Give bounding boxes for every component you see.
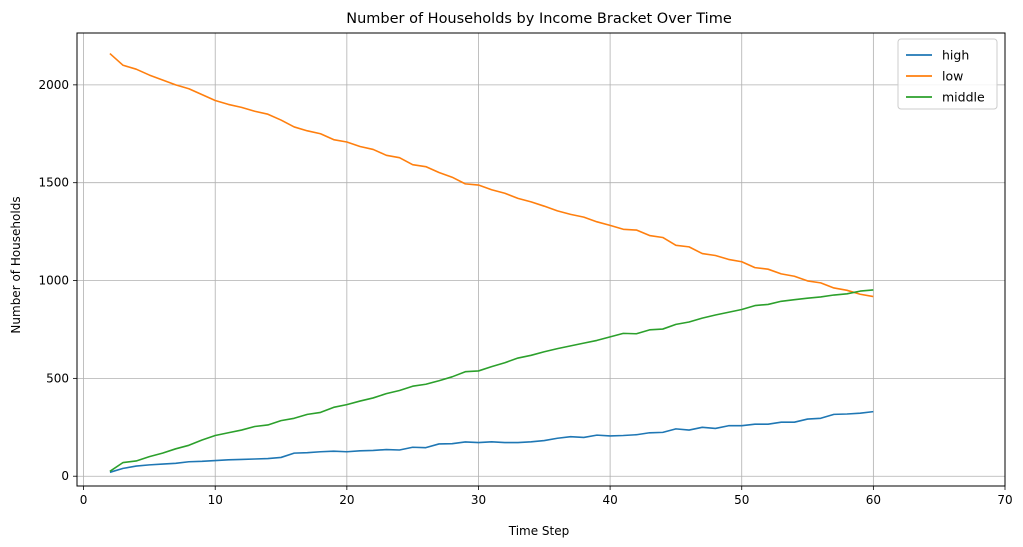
series-line-middle — [109, 289, 874, 472]
y-axis-label: Number of Households — [9, 196, 23, 333]
plot-frame — [76, 32, 1006, 487]
series-lines — [109, 52, 874, 474]
legend-label-middle: middle — [942, 90, 985, 105]
chart-title: Number of Households by Income Bracket O… — [346, 11, 732, 27]
x-tick-label: 30 — [471, 493, 486, 507]
y-tick-label: 1500 — [38, 176, 69, 190]
y-tick-label: 2000 — [38, 78, 69, 92]
x-tick-label: 70 — [997, 493, 1012, 507]
x-tick-label: 0 — [80, 493, 88, 507]
series-line-high — [109, 410, 874, 474]
x-tick-label: 60 — [866, 493, 881, 507]
axis-ticks: 0 10 20 30 40 50 60 70 0 500 1000 1500 2000 — [38, 78, 1012, 507]
legend: high low middle — [897, 38, 998, 110]
x-tick-label: 20 — [339, 493, 354, 507]
x-tick-label: 50 — [734, 493, 749, 507]
x-tick-label: 40 — [602, 493, 617, 507]
y-tick-label: 500 — [46, 371, 69, 385]
x-tick-label: 10 — [208, 493, 223, 507]
x-axis-label: Time Step — [508, 524, 570, 538]
y-tick-label: 1000 — [38, 274, 69, 288]
y-tick-label: 0 — [61, 469, 69, 483]
legend-box — [897, 38, 998, 110]
legend-label-low: low — [942, 69, 963, 84]
series-line-low — [109, 52, 874, 298]
legend-label-high: high — [942, 48, 969, 63]
